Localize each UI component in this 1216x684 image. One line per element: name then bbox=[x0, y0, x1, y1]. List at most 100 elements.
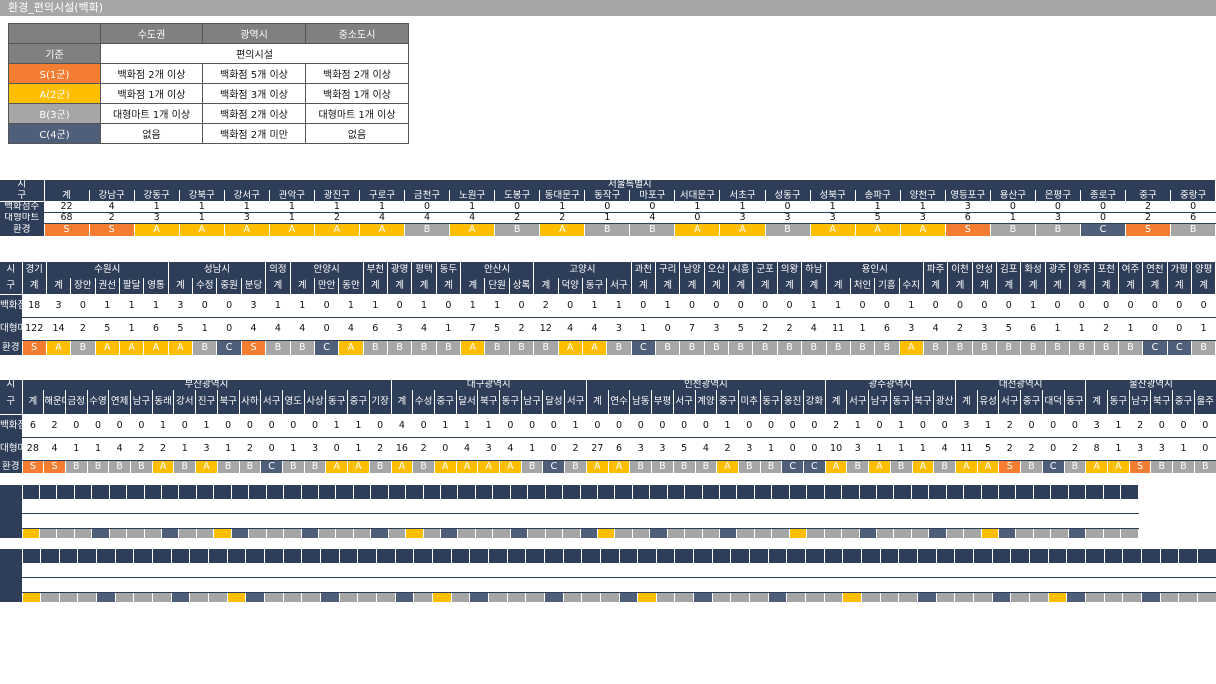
mini-dept-row-cell bbox=[992, 563, 1012, 578]
mini-dept-row-cell bbox=[841, 499, 860, 514]
grade-cell: S bbox=[44, 223, 90, 236]
grade-cell: B bbox=[704, 340, 730, 355]
row-label-dept: 백화점수 bbox=[0, 201, 45, 213]
mini-dept-row-cell bbox=[754, 499, 773, 514]
grade-cell: A bbox=[179, 223, 225, 236]
mini-city-row-cell bbox=[144, 485, 163, 492]
city-header: 파주 bbox=[923, 262, 949, 278]
mini-city-row-cell bbox=[1104, 549, 1124, 556]
mini-mart-row-cell bbox=[39, 513, 58, 529]
mini-grade-row-cell bbox=[1015, 528, 1034, 538]
mini-city-row-cell bbox=[1122, 549, 1142, 556]
city-header: 포천 bbox=[1094, 262, 1119, 278]
district-header: 계양 bbox=[695, 390, 718, 415]
mini-dept-row-cell bbox=[405, 499, 424, 514]
mini-district-row-cell bbox=[59, 556, 79, 563]
grade-cell: S bbox=[22, 460, 45, 473]
grade-cell: C bbox=[803, 460, 826, 473]
mini-grade-row-cell bbox=[963, 528, 982, 538]
mini-district-row-cell bbox=[946, 492, 965, 499]
grade-cell: S bbox=[241, 340, 267, 355]
district-header: 동구 bbox=[760, 390, 783, 415]
mini-district-row-cell bbox=[74, 492, 93, 499]
mini-grade-row-cell bbox=[893, 528, 912, 538]
dept-count-cell: 0 bbox=[972, 294, 998, 318]
mini-mart-row-cell bbox=[736, 513, 755, 529]
legend-criteria: 백화점 2개 이상 bbox=[202, 103, 306, 124]
mini-city-row-cell bbox=[1068, 485, 1087, 492]
mini-mart-row-cell bbox=[74, 513, 93, 529]
mini-grade-row-cell bbox=[144, 528, 163, 538]
district-header: 계 bbox=[1085, 390, 1109, 415]
grade-cell: B bbox=[777, 340, 803, 355]
dept-count-cell: 0 bbox=[542, 414, 566, 438]
dept-count-cell: 0 bbox=[1035, 201, 1081, 213]
dept-count-cell: 1 bbox=[224, 201, 270, 213]
mini-dept-row-cell bbox=[1048, 563, 1068, 578]
dept-count-cell: 2 bbox=[533, 294, 559, 318]
mini-district-row-cell bbox=[189, 556, 210, 563]
dept-count-cell: 1 bbox=[195, 414, 218, 438]
dept-count-cell: 0 bbox=[130, 414, 153, 438]
mini-district-row-cell bbox=[320, 556, 340, 563]
dept-count-cell: 3 bbox=[1085, 414, 1109, 438]
mini-mart-row-cell bbox=[1104, 577, 1124, 593]
mini-city-row-cell bbox=[917, 549, 937, 556]
mini-grade-row-cell bbox=[1050, 528, 1069, 538]
mini-grade-row-cell bbox=[998, 528, 1017, 538]
mini-city-row-cell bbox=[861, 549, 881, 556]
row-label-mart: 대형마트 bbox=[0, 212, 45, 224]
mini-dept-row-cell bbox=[563, 563, 583, 578]
mart-count-cell: 3 bbox=[900, 212, 946, 224]
mini-district-row-cell bbox=[161, 492, 180, 499]
legend-grade-label: S(1군) bbox=[8, 63, 101, 84]
mini-grade-row-cell bbox=[684, 528, 703, 538]
mini-district-row-cell bbox=[805, 556, 825, 563]
mini-grade-row-cell bbox=[667, 528, 686, 538]
district-header: 계 bbox=[752, 278, 778, 295]
grade-cell: C bbox=[542, 460, 566, 473]
mini-district-row-cell bbox=[91, 492, 110, 499]
mart-count-cell: 2 bbox=[89, 212, 135, 224]
mini-city-row-cell bbox=[637, 549, 657, 556]
mini-grade-row-cell bbox=[992, 592, 1012, 602]
mart-count-cell: 1 bbox=[1107, 437, 1130, 461]
district-header: 강화 bbox=[803, 390, 826, 415]
mart-count-cell: 3 bbox=[195, 437, 218, 461]
mini-dept-row-cell bbox=[936, 563, 956, 578]
district-header: 성동구 bbox=[765, 190, 811, 202]
mini-grade-row-cell bbox=[440, 528, 459, 538]
mini-city-row-cell bbox=[600, 549, 620, 556]
mart-count-cell: 2 bbox=[412, 437, 435, 461]
grade-cell: C bbox=[216, 340, 242, 355]
mini-city-row-cell bbox=[126, 485, 145, 492]
district-header: 중구 bbox=[1125, 190, 1172, 202]
mart-count-cell: 1 bbox=[65, 437, 88, 461]
mini-district-row-cell bbox=[656, 556, 676, 563]
mart-count-cell: 2 bbox=[494, 212, 541, 224]
mini-grade-row-cell bbox=[56, 528, 75, 538]
mini-city-row-cell bbox=[171, 549, 191, 556]
mini-grade-row-cell bbox=[824, 592, 844, 602]
district-header: 연제 bbox=[108, 390, 132, 415]
grade-cell: B bbox=[108, 460, 132, 473]
city-header: 광명 bbox=[387, 262, 413, 278]
mini-city-row-cell bbox=[231, 485, 250, 492]
mini-grade-row-cell bbox=[749, 592, 769, 602]
mini-city-row-cell bbox=[693, 549, 713, 556]
mini-grade-row-cell bbox=[1068, 528, 1087, 538]
dept-count-cell: 0 bbox=[673, 414, 696, 438]
mart-count-cell: 1 bbox=[179, 212, 225, 224]
mini-district-row-cell bbox=[754, 492, 773, 499]
grade-cell: C bbox=[1142, 340, 1168, 355]
district-header: 계 bbox=[290, 278, 315, 295]
city-header: 의정 bbox=[265, 262, 291, 278]
city-header: 이천 bbox=[947, 262, 973, 278]
mini-dept-row-cell bbox=[133, 563, 154, 578]
dept-count-cell: 1 bbox=[977, 414, 1000, 438]
mini-grade-row-cell bbox=[320, 592, 340, 602]
mart-count-cell: 4 bbox=[933, 437, 957, 461]
district-header: 북구 bbox=[1150, 390, 1174, 415]
mini-city-row-cell bbox=[880, 549, 900, 556]
mini-district-row-cell bbox=[525, 556, 545, 563]
